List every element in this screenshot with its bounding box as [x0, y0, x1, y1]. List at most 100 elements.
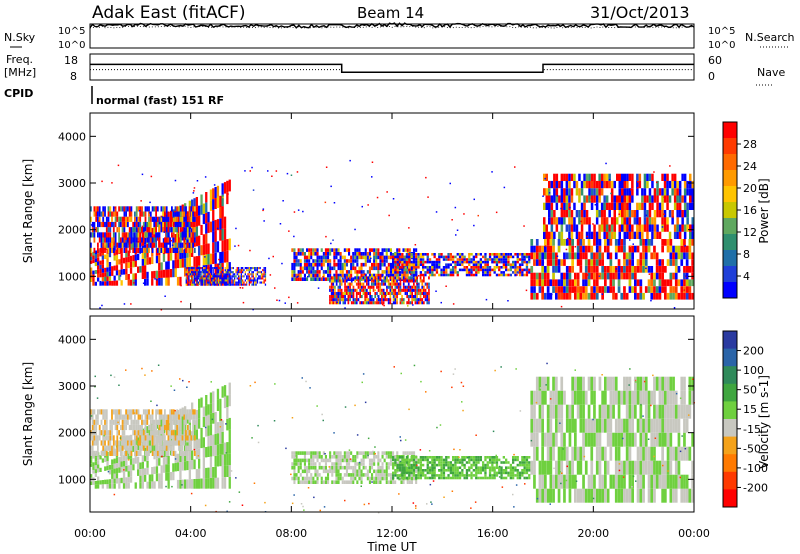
power-cell	[228, 283, 230, 286]
velocity-cell	[339, 462, 342, 466]
velocity-cell	[214, 433, 217, 445]
velocity-cell	[396, 469, 399, 472]
power-cell	[221, 267, 224, 270]
power-cell	[484, 266, 487, 269]
power-cell	[396, 263, 399, 266]
velocity-cell	[139, 462, 142, 469]
power-cell	[653, 217, 657, 225]
power-cell	[221, 271, 224, 274]
power-cell	[560, 202, 564, 210]
power-cell	[99, 281, 102, 286]
power-cell	[164, 206, 166, 212]
power-cell	[673, 224, 677, 232]
power-cell	[397, 285, 400, 289]
velocity-cell	[106, 461, 109, 466]
velocity-cell	[151, 409, 154, 415]
power-cell	[376, 282, 378, 286]
power-cell	[162, 227, 164, 233]
power-cell	[178, 211, 180, 217]
power-speckle	[629, 245, 632, 247]
power-cell	[327, 277, 330, 281]
power-cell	[404, 288, 407, 292]
velocity-cell	[403, 458, 406, 462]
power-cell	[200, 279, 202, 282]
velocity-cell	[167, 472, 170, 481]
power-cell	[403, 255, 406, 259]
velocity-cell	[403, 461, 406, 464]
power-cell	[144, 224, 147, 232]
velocity-cell	[422, 474, 425, 477]
power-speckle	[271, 175, 273, 177]
power-cell	[151, 278, 154, 286]
velocity-cell	[171, 440, 173, 446]
power-cell	[366, 301, 368, 305]
power-cell	[358, 248, 361, 252]
velocity-cell	[405, 461, 409, 464]
power-cell	[472, 263, 475, 266]
power-cell	[340, 288, 343, 292]
power-cell	[628, 245, 632, 253]
power-cell	[332, 301, 335, 305]
power-cell	[595, 210, 599, 218]
power-cell	[671, 188, 674, 196]
velocity-cell	[422, 463, 425, 467]
velocity-cell	[132, 424, 135, 431]
power-speckle	[237, 244, 240, 247]
velocity-cell	[212, 412, 215, 424]
velocity-cell	[470, 458, 473, 462]
power-cell	[648, 173, 652, 181]
power-cell	[642, 266, 645, 273]
power-cell	[661, 259, 664, 266]
velocity-cell	[324, 476, 327, 481]
power-cell	[258, 275, 260, 278]
velocity-cell	[113, 483, 116, 489]
velocity-cell	[151, 481, 154, 489]
power-cell	[364, 276, 366, 280]
power-cell	[676, 231, 679, 239]
velocity-cell	[456, 461, 459, 464]
velocity-cell	[130, 440, 133, 446]
power-cell	[545, 231, 548, 239]
power-cell	[155, 216, 157, 222]
velocity-cell	[389, 458, 392, 463]
power-cell	[361, 295, 363, 299]
velocity-cell	[335, 451, 338, 455]
velocity-cell	[122, 460, 126, 467]
power-cell	[345, 259, 348, 263]
velocity-cell	[135, 424, 138, 431]
velocity-cell	[92, 462, 95, 467]
power-cell	[211, 281, 213, 284]
velocity-cell	[151, 435, 154, 441]
power-cell	[549, 239, 553, 246]
power-cell	[354, 259, 357, 263]
power-cell	[227, 269, 229, 272]
power-cell	[426, 301, 429, 305]
velocity-cell	[114, 424, 117, 431]
power-cell	[333, 252, 336, 256]
velocity-cell	[221, 443, 224, 455]
power-cell	[223, 239, 227, 252]
velocity-cell	[155, 435, 157, 441]
power-speckle	[242, 301, 245, 304]
power-cell	[685, 252, 689, 260]
power-cell	[99, 268, 102, 274]
power-cell	[392, 273, 395, 277]
power-cell	[191, 275, 193, 278]
power-cell	[663, 195, 667, 203]
velocity-cell	[181, 461, 184, 471]
velocity-cell	[360, 473, 363, 477]
power-cell	[229, 267, 232, 270]
power-cell	[118, 237, 120, 243]
power-speckle	[632, 243, 634, 245]
power-cell	[379, 255, 382, 260]
velocity-cell	[91, 450, 94, 456]
power-cell	[207, 267, 209, 270]
velocity-cell	[316, 469, 319, 474]
velocity-cell	[104, 435, 106, 441]
power-cell	[174, 227, 177, 233]
power-speckle	[548, 192, 551, 194]
velocity-cell	[371, 473, 374, 477]
velocity-cell	[401, 461, 404, 464]
power-cell	[228, 269, 230, 272]
power-cell	[101, 277, 104, 282]
